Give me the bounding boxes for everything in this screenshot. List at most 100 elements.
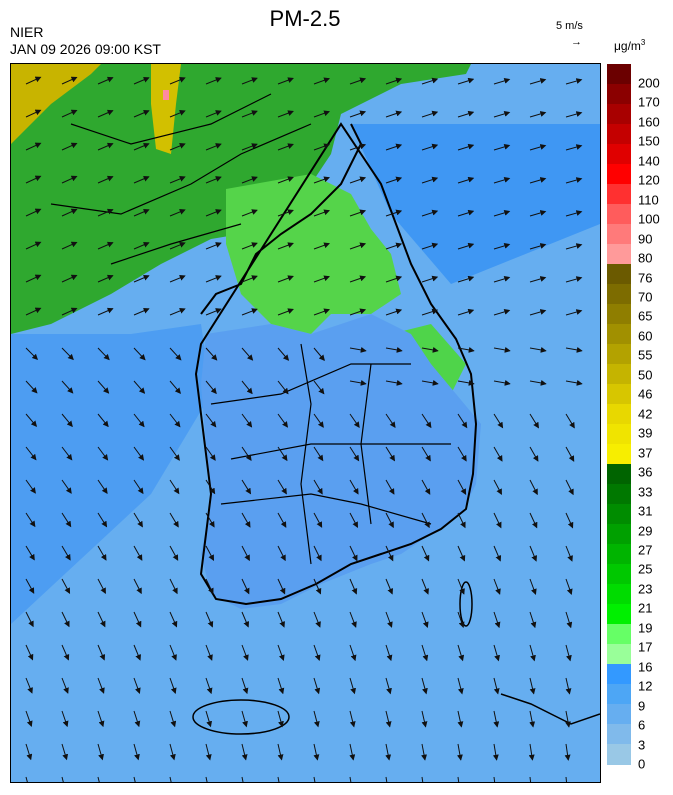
wind-arrow — [349, 77, 367, 85]
pm25-map[interactable] — [10, 63, 601, 783]
wind-arrow — [565, 677, 572, 695]
wind-arrow — [529, 479, 538, 496]
wind-arrow — [277, 644, 285, 661]
japan-coast — [500, 693, 600, 725]
wind-arrow — [133, 710, 141, 728]
wind-arrow — [133, 307, 150, 316]
legend-tick-label: 80 — [638, 250, 653, 266]
wind-arrow — [493, 242, 511, 250]
wind-arrow — [349, 446, 360, 462]
wind-arrow — [313, 611, 321, 628]
wind-arrow — [277, 308, 294, 316]
wind-arrow — [241, 347, 254, 361]
wind-arrow — [241, 413, 253, 428]
wind-arrow — [421, 110, 439, 118]
source-and-time: NIER JAN 09 2026 09:00 KST — [10, 24, 161, 58]
legend-swatch — [607, 604, 631, 625]
wind-arrow — [277, 710, 284, 728]
wind-arrow — [421, 710, 428, 728]
wind-arrow — [277, 479, 287, 495]
wind-arrow — [205, 77, 222, 85]
wind-arrow — [349, 143, 367, 151]
wind-arrow — [205, 347, 218, 361]
wind-arrow — [241, 578, 250, 595]
wind-arrow — [457, 512, 466, 529]
legend-swatch — [607, 384, 631, 405]
wind-arrow — [97, 413, 109, 428]
wind-arrow — [421, 512, 430, 529]
wind-arrow — [25, 274, 42, 283]
wind-arrow — [385, 143, 403, 151]
legend-swatch — [607, 344, 631, 365]
wind-scale-arrow-icon: → — [571, 36, 582, 48]
wind-arrow — [205, 512, 215, 528]
wind-arrow — [25, 347, 39, 361]
wind-arrow — [205, 176, 222, 184]
wind-arrow — [421, 77, 439, 85]
wind-arrow — [97, 76, 114, 85]
wind-arrow — [205, 545, 215, 561]
wind-arrow — [205, 776, 208, 782]
legend-tick-label: 12 — [638, 678, 653, 694]
wind-arrow — [25, 241, 42, 250]
wind-arrow — [457, 710, 464, 728]
wind-arrow — [385, 545, 394, 562]
legend-tick-label: 21 — [638, 600, 653, 616]
legend-swatch — [607, 444, 631, 465]
wind-arrow — [241, 77, 258, 85]
wind-arrow — [61, 677, 69, 694]
wind-arrow — [565, 177, 583, 184]
legend-tick-label: 3 — [638, 737, 646, 753]
wind-arrow — [205, 308, 222, 316]
province-boundaries — [210, 343, 451, 565]
wind-arrow — [97, 611, 106, 628]
legend-tick-label: 76 — [638, 270, 653, 286]
wind-arrow — [313, 743, 320, 761]
wind-arrow — [205, 446, 216, 461]
wind-arrow — [349, 710, 356, 728]
wind-arrow — [421, 644, 429, 662]
wind-arrow — [205, 743, 212, 761]
wind-arrow — [313, 77, 330, 85]
wind-arrow — [241, 242, 258, 250]
legend-tick-label: 0 — [638, 756, 646, 772]
wind-arrow — [565, 309, 583, 316]
legend-swatch — [607, 584, 631, 605]
wind-arrow — [456, 743, 463, 761]
wind-arrow — [97, 578, 106, 595]
jeju-island — [192, 699, 290, 735]
legend-swatch — [607, 204, 631, 225]
legend-swatch — [607, 704, 631, 725]
hotspot-north — [151, 64, 181, 154]
legend-swatch — [607, 484, 631, 505]
wind-arrow — [457, 479, 467, 495]
wind-arrow — [169, 578, 178, 595]
legend-tick-label: 37 — [638, 445, 653, 461]
wind-arrow — [349, 346, 367, 353]
wind-arrow — [349, 578, 358, 595]
legend-swatch — [607, 364, 631, 385]
legend-swatch — [607, 304, 631, 325]
wind-arrow — [61, 274, 78, 283]
wind-arrow — [133, 776, 136, 782]
wind-arrow — [277, 413, 289, 428]
wind-arrow — [97, 479, 108, 495]
legend-tick-label: 120 — [638, 172, 660, 188]
wind-arrow — [169, 446, 180, 461]
wind-arrow — [133, 413, 145, 428]
wind-arrow — [25, 175, 42, 184]
wind-arrow — [493, 677, 500, 695]
wind-arrow — [25, 479, 36, 494]
wind-arrow — [493, 413, 504, 429]
legend-swatch — [607, 184, 631, 205]
legend-tick-label: 140 — [638, 153, 660, 169]
unit-exponent: 3 — [640, 38, 646, 47]
wind-arrow — [25, 644, 34, 661]
wind-arrow — [565, 611, 573, 629]
legend-tick-label: 33 — [638, 484, 653, 500]
wind-arrow — [421, 379, 439, 386]
wind-arrow — [349, 611, 357, 628]
wind-arrow — [241, 743, 248, 761]
wind-arrow — [529, 243, 547, 250]
wind-arrow — [529, 545, 538, 562]
